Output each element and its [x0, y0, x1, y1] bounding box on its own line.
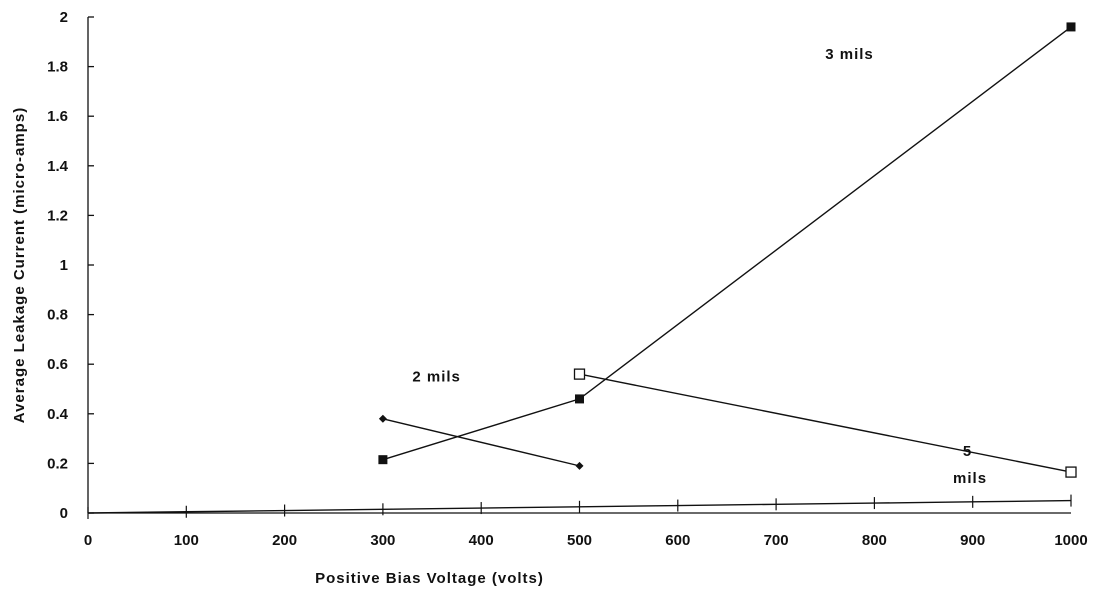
- x-axis-title: Positive Bias Voltage (volts): [315, 570, 544, 587]
- data-point-diamond: [378, 414, 387, 423]
- y-axis-ticks: 0 0.2 0.4 0.6 0.8 1 1.2 1.4 1.6 1.8 2: [47, 9, 94, 522]
- x-tick-label: 700: [764, 532, 789, 549]
- x-tick-label: 1000: [1054, 532, 1087, 549]
- y-tick-label: 1.4: [47, 158, 69, 175]
- x-tick-label: 200: [272, 532, 297, 549]
- x-tick-label: 500: [567, 532, 592, 549]
- series-line: [579, 373, 1072, 473]
- series-0: [378, 414, 584, 470]
- y-axis-title: Average Leakage Current (micro-amps): [11, 107, 28, 423]
- y-tick-label: 1.2: [47, 207, 68, 224]
- y-tick-label: 2: [60, 9, 68, 26]
- series-group: [87, 22, 1077, 519]
- series-annotation: 5: [963, 443, 972, 460]
- x-tick-label: 900: [960, 532, 985, 549]
- x-axis-ticks: 0 100 200 300 400 500 600 700 800 900 1000: [84, 532, 1088, 549]
- x-tick-label: 300: [370, 532, 395, 549]
- y-tick-label: 1: [60, 257, 68, 274]
- y-tick-label: 0.4: [47, 406, 69, 423]
- y-tick-label: 0.6: [47, 356, 68, 373]
- data-point-square-open: [573, 368, 586, 380]
- data-point-diamond: [575, 461, 584, 470]
- series-annotation: mils: [953, 470, 987, 487]
- series-annotation: 3 mils: [825, 46, 874, 63]
- data-point-square-filled: [1066, 22, 1076, 32]
- series-3: [87, 494, 1072, 519]
- data-point-square-filled: [575, 394, 584, 404]
- data-point-square-open: [1065, 466, 1077, 478]
- y-tick-label: 0: [60, 505, 68, 522]
- y-tick-label: 1.6: [47, 108, 68, 125]
- series-line: [382, 26, 1072, 461]
- x-tick-label: 600: [665, 532, 690, 549]
- series-line: [382, 418, 580, 467]
- annotations: 2 mils 3 mils 5 mils: [412, 46, 987, 487]
- series-1: [378, 22, 1076, 465]
- x-tick-label: 400: [469, 532, 494, 549]
- y-tick-label: 0.8: [47, 307, 68, 324]
- x-tick-label: 100: [174, 532, 199, 549]
- x-tick-label: 0: [84, 532, 92, 549]
- y-tick-label: 0.2: [47, 455, 68, 472]
- axes: [87, 17, 1071, 514]
- y-tick-label: 1.8: [47, 59, 68, 76]
- data-point-square-filled: [378, 455, 388, 465]
- x-tick-label: 800: [862, 532, 887, 549]
- series-2: [573, 368, 1077, 478]
- series-annotation: 2 mils: [412, 369, 461, 386]
